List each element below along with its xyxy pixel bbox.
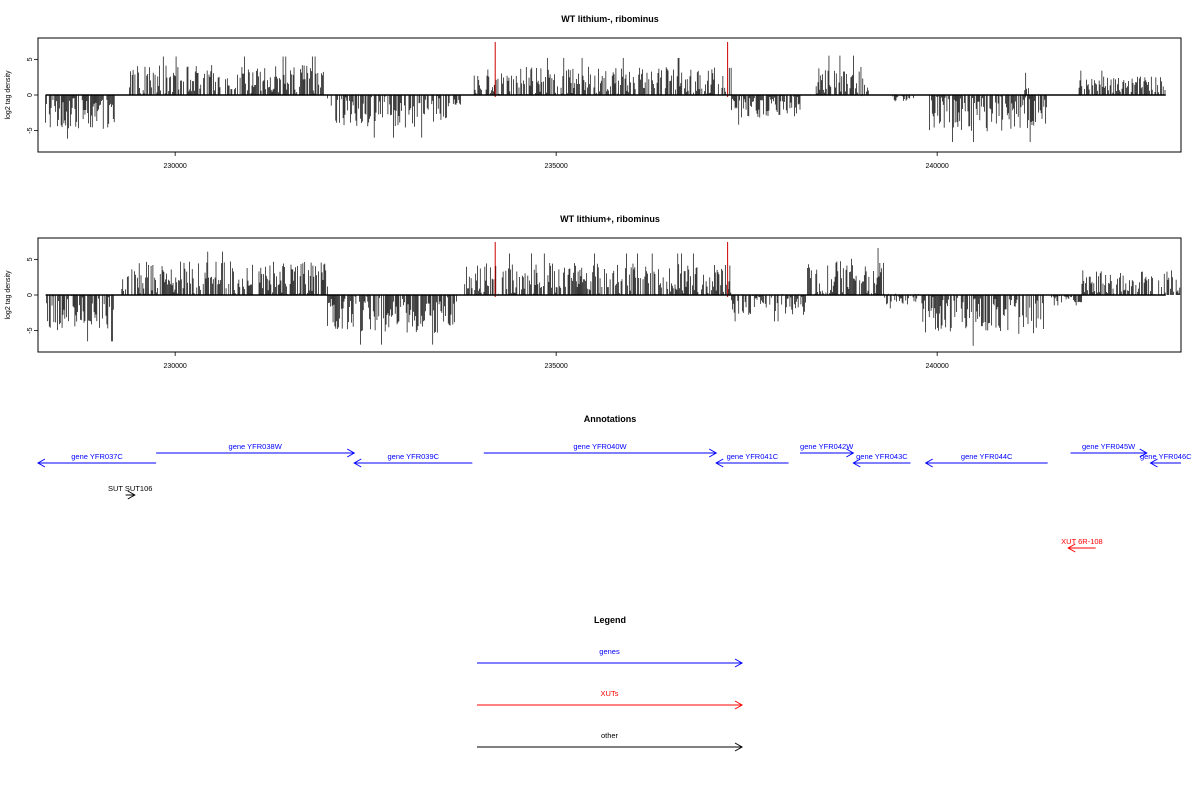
feature-label: SUT SUT106 [108, 484, 152, 493]
y-tick-label: -5 [27, 127, 34, 133]
feature-sut-sut106: SUT SUT106 [108, 484, 152, 500]
feature-list: gene YFR037C gene YFR038W gene YFR039C gene… [36, 442, 1192, 553]
legend-items: genes XUTs other [477, 647, 744, 752]
signal-bars [45, 55, 1166, 143]
feature-arrowhead [1139, 448, 1148, 458]
feature-label: gene YFR042W [800, 442, 854, 451]
track-panel-lithium-plus: WT lithium+, ribominus log2 tag density … [5, 214, 1182, 370]
legend: Legend genes XUTs other [477, 615, 744, 752]
feature-gene-yfr038w: gene YFR038W [156, 442, 356, 458]
legend-arrowhead [734, 658, 744, 668]
legend-item-genes: genes [477, 647, 744, 668]
feature-gene-yfr041c: gene YFR041C [715, 452, 789, 468]
legend-item-xuts: XUTs [477, 689, 744, 710]
feature-label: gene YFR041C [727, 452, 779, 461]
feature-arrowhead [1149, 458, 1158, 468]
y-tick-label: 0 [27, 293, 34, 297]
feature-gene-yfr037c: gene YFR037C [36, 452, 157, 468]
feature-arrowhead [127, 490, 136, 500]
track-title-lithium-plus: WT lithium+, ribominus [560, 214, 660, 224]
feature-label: gene YFR045W [1082, 442, 1136, 451]
feature-label: gene YFR040W [573, 442, 627, 451]
legend-label: other [601, 731, 619, 740]
y-tick-label: 5 [27, 257, 34, 261]
annotations-title: Annotations [584, 414, 637, 424]
feature-gene-yfr044c: gene YFR044C [924, 452, 1048, 468]
legend-item-other: other [477, 731, 744, 752]
x-tick-label: 240000 [925, 163, 948, 170]
feature-label: gene YFR038W [229, 442, 283, 451]
feature-label: gene YFR044C [961, 452, 1013, 461]
feature-label: gene YFR043C [856, 452, 908, 461]
feature-arrowhead [846, 448, 855, 458]
y-tick-label: -5 [27, 327, 34, 333]
region-markers [494, 242, 729, 297]
feature-xut-6r-108: XUT 6R-108 [1061, 537, 1103, 553]
track-title-lithium-minus: WT lithium-, ribominus [561, 14, 659, 24]
x-tick-label: 235000 [544, 363, 567, 370]
feature-arrowhead [1067, 543, 1076, 553]
feature-gene-yfr040w: gene YFR040W [483, 442, 718, 458]
feature-gene-yfr045w: gene YFR045W [1070, 442, 1148, 458]
y-tick-label: 5 [27, 57, 34, 61]
feature-arrowhead [715, 458, 724, 468]
feature-gene-yfr039c: gene YFR039C [353, 452, 473, 468]
feature-gene-yfr042w: gene YFR042W [800, 442, 855, 458]
legend-label: XUTs [601, 689, 619, 698]
legend-arrowhead [734, 700, 744, 710]
feature-label: gene YFR046C [1140, 452, 1192, 461]
feature-gene-yfr046c: gene YFR046C [1140, 452, 1192, 468]
y-axis-label: log2 tag density [5, 270, 12, 320]
feature-label: gene YFR039C [388, 452, 440, 461]
axes: 230000 235000 240000 -5 0 5 [27, 257, 949, 370]
x-tick-label: 235000 [544, 163, 567, 170]
x-tick-label: 240000 [925, 363, 948, 370]
feature-arrowhead [852, 458, 861, 468]
x-tick-label: 230000 [163, 163, 186, 170]
region-markers [494, 42, 729, 97]
y-axis-label: log2 tag density [5, 70, 12, 120]
feature-arrowhead [708, 448, 718, 458]
legend-arrowhead [734, 742, 744, 752]
x-tick-label: 230000 [163, 363, 186, 370]
feature-arrowhead [353, 458, 362, 468]
feature-arrowhead [924, 458, 933, 468]
legend-title: Legend [594, 615, 626, 625]
y-tick-label: 0 [27, 93, 34, 97]
track-panel-lithium-minus: WT lithium-, ribominus log2 tag density … [5, 14, 1182, 170]
legend-label: genes [599, 647, 620, 656]
signal-bars [46, 247, 1181, 346]
feature-arrowhead [36, 458, 46, 468]
feature-label: XUT 6R-108 [1061, 537, 1103, 546]
feature-gene-yfr043c: gene YFR043C [852, 452, 911, 468]
feature-label: gene YFR037C [71, 452, 123, 461]
feature-arrowhead [346, 448, 356, 458]
axes: 230000 235000 240000 -5 0 5 [27, 57, 949, 170]
